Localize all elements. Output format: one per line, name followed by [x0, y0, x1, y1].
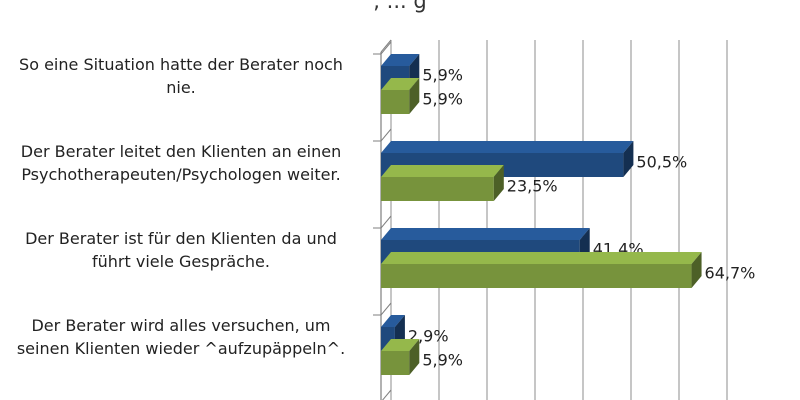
category-label-line: nie.	[166, 78, 196, 97]
bar-top	[381, 78, 420, 90]
bar-side	[493, 165, 504, 201]
category-label: Der Berater ist für den Klienten da und f…	[0, 227, 362, 273]
data-label: 5,9%	[422, 90, 463, 109]
bar-top	[381, 165, 504, 177]
category-tick-depth	[380, 215, 392, 229]
bar-top	[381, 228, 590, 240]
category-label-line: Der Berater wird alles versuchen, um	[31, 316, 331, 335]
category-tick-depth	[382, 389, 392, 400]
y-axis-depth-line	[380, 39, 392, 53]
data-label: 5,9%	[422, 351, 463, 370]
bar-front	[381, 177, 494, 201]
category-tick-depth	[380, 128, 392, 142]
category-label: Der Berater leitet den Klienten an einen…	[0, 140, 362, 186]
bar-side	[409, 339, 420, 375]
bar-top	[381, 315, 405, 327]
bars: 5,9%5,9%50,5%23,5%41,4%64,7%2,9%5,9%	[381, 54, 755, 375]
category-label: So eine Situation hatte der Berater noch…	[0, 53, 362, 99]
bar-side	[409, 78, 420, 114]
bar-top	[381, 141, 634, 153]
bar-top	[381, 252, 702, 264]
bar-side	[691, 252, 702, 288]
bar	[381, 252, 702, 288]
category-label-line: führt viele Gespräche.	[92, 252, 270, 271]
bar-front	[381, 351, 410, 375]
category-label-line: So eine Situation hatte der Berater noch	[19, 55, 343, 74]
bar	[381, 78, 420, 114]
bar-front	[381, 264, 692, 288]
data-label: 50,5%	[636, 153, 687, 172]
category-tick-depth	[380, 302, 392, 316]
category-tick-depth	[380, 41, 392, 55]
category-label-line: seinen Klienten wieder ^aufzupäppeln^.	[16, 339, 346, 358]
bar	[381, 165, 504, 201]
bar-front	[381, 90, 410, 114]
bar-side	[623, 141, 634, 177]
chart-title: , ... g	[373, 0, 427, 13]
bar-top	[381, 339, 420, 351]
bar	[381, 339, 420, 375]
data-label: 64,7%	[705, 264, 756, 283]
category-label: Der Berater wird alles versuchen, um sein…	[0, 314, 362, 360]
category-label-line: Der Berater ist für den Klienten da und	[25, 229, 337, 248]
data-label: 5,9%	[422, 66, 463, 85]
bar-top	[381, 54, 420, 66]
category-label-line: Der Berater leitet den Klienten an einen	[20, 142, 342, 161]
data-label: 23,5%	[507, 177, 558, 196]
category-label-line: Psychotherapeuten/Psychologen weiter.	[21, 165, 341, 184]
